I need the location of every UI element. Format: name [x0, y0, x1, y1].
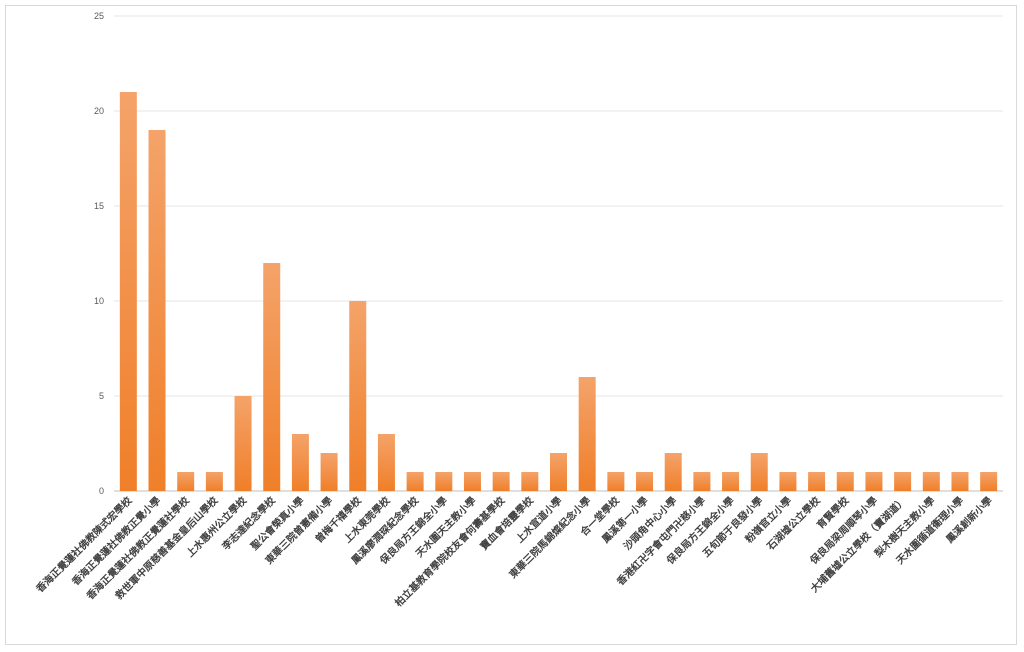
bar: [750, 453, 768, 491]
bar: [521, 472, 539, 491]
y-axis-ticks: 0 5 10 15 20 25: [94, 11, 104, 496]
bar: [463, 472, 481, 491]
y-tick-label: 15: [94, 201, 104, 211]
bar: [607, 472, 625, 491]
bar: [836, 472, 854, 491]
y-tick-label: 25: [94, 11, 104, 21]
bar: [636, 472, 654, 491]
bar: [664, 453, 682, 491]
bar: [119, 92, 137, 491]
bar: [377, 434, 395, 491]
bar: [722, 472, 740, 491]
y-tick-label: 5: [99, 391, 104, 401]
gridlines: [114, 15, 1003, 492]
bar: [177, 472, 195, 491]
bar: [865, 472, 883, 491]
bar: [693, 472, 711, 491]
bars: [119, 92, 998, 491]
y-tick-label: 20: [94, 106, 104, 116]
bar: [578, 377, 596, 491]
bar: [951, 472, 969, 491]
bar: [492, 472, 510, 491]
bar: [980, 472, 998, 491]
y-tick-label: 0: [99, 486, 104, 496]
x-tick-label: 香海正覺蓮社佛教正覺蓮社學校: [84, 493, 193, 602]
bar: [808, 472, 826, 491]
x-axis-ticks: 香海正覺蓮社佛教陳式宏學校香海正覺蓮社佛教正覺小學香海正覺蓮社佛教正覺蓮社學校救…: [33, 493, 994, 609]
bar: [234, 396, 252, 491]
bar: [406, 472, 424, 491]
bar: [320, 453, 338, 491]
y-tick-label: 10: [94, 296, 104, 306]
chart-frame: [5, 5, 1017, 645]
bar: [894, 472, 912, 491]
bar: [148, 130, 166, 491]
bar: [263, 263, 281, 491]
bar: [435, 472, 453, 491]
bar: [291, 434, 309, 491]
bar: [922, 472, 940, 491]
bar: [550, 453, 567, 491]
x-tick-label: 救世軍中原慈善基金皇后山學校: [112, 493, 221, 602]
bar: [205, 472, 223, 491]
bar: [779, 472, 797, 491]
bar: [349, 301, 367, 491]
